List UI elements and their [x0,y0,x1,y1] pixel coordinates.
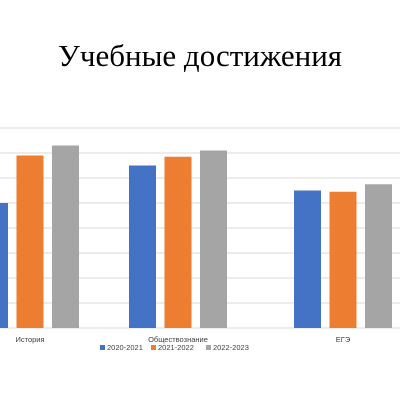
bar-1-1 [0,203,8,328]
bars [0,145,392,328]
legend-label: 2020-2021 [107,343,143,352]
legend-label: 2022-2023 [213,343,249,352]
bar-1-2 [16,155,44,328]
x-tick-label: Обществознание [148,335,208,344]
bar-2-1 [129,165,156,328]
x-tick-label: История [15,335,44,344]
legend-swatch [206,345,211,350]
bar-2-2 [164,156,192,328]
x-tick-label: ЕГЭ [336,335,351,344]
legend-label: 2021-2022 [158,343,194,352]
legend-swatch [100,345,105,350]
bar-2-3 [200,150,227,328]
bar-3-1 [294,190,321,328]
chart-title: Учебные достижения [57,38,343,73]
legend-swatch [151,345,156,350]
bar-1-3 [52,145,79,328]
legend: 2020-2021 2021-2022 2022-2023 [100,343,249,352]
bar-3-3 [365,184,392,328]
x-axis-labels: История Обществознание ЕГЭ [15,335,350,344]
bar-3-2 [329,191,357,328]
